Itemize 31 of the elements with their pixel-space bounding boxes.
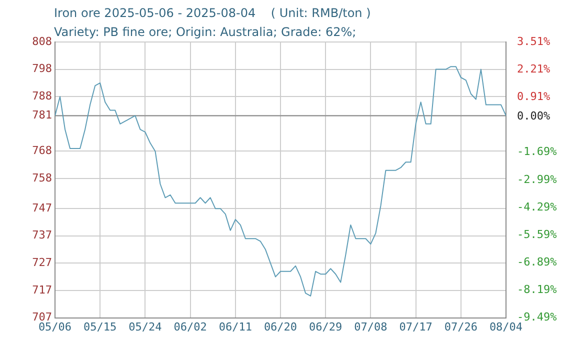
y-tick-label: 727 <box>32 256 52 270</box>
y-tick-label: 758 <box>32 171 52 184</box>
y2-tick-label: -1.69% <box>517 145 558 158</box>
y-tick-label: 747 <box>32 201 52 214</box>
y2-tick-label: 0.00% <box>517 109 550 122</box>
x-tick-label: 06/11 <box>218 320 252 334</box>
y-tick-label: 798 <box>32 62 52 76</box>
x-tick-label: 06/02 <box>174 320 207 334</box>
y2-tick-label: -8.19% <box>517 283 558 296</box>
y2-tick-label: -2.99% <box>517 172 558 186</box>
chart-subtitle: Variety: PB fine ore; Origin: Australia; Grade: 62%; <box>54 25 356 39</box>
y2-tick-label: -4.29% <box>517 200 558 214</box>
y2-tick-label: 2.21% <box>517 62 550 76</box>
y-tick-label: 737 <box>32 228 52 242</box>
y2-tick-label: 3.51% <box>517 34 550 48</box>
x-tick-label: 05/15 <box>84 320 117 334</box>
y-tick-label: 808 <box>32 34 52 48</box>
x-tick-label: 07/17 <box>399 320 432 334</box>
x-tick-label: 06/29 <box>309 320 342 334</box>
chart-title: Iron ore 2025-05-06 - 2025-08-04 ( Unit: RMB/ton ) <box>54 6 371 20</box>
y2-tick-label: -5.59% <box>517 228 558 241</box>
x-tick-label: 07/26 <box>444 320 478 334</box>
y-tick-label: 717 <box>32 283 52 296</box>
x-tick-label: 05/24 <box>128 320 162 334</box>
y-tick-label: 768 <box>32 144 52 158</box>
x-tick-label: 06/20 <box>264 320 298 334</box>
y2-tick-label: -6.89% <box>517 256 558 268</box>
y-tick-label: 788 <box>32 89 52 102</box>
x-tick-label: 07/08 <box>354 320 388 334</box>
y-tick-label: 781 <box>32 108 52 122</box>
y2-tick-label: 0.91% <box>517 90 550 104</box>
